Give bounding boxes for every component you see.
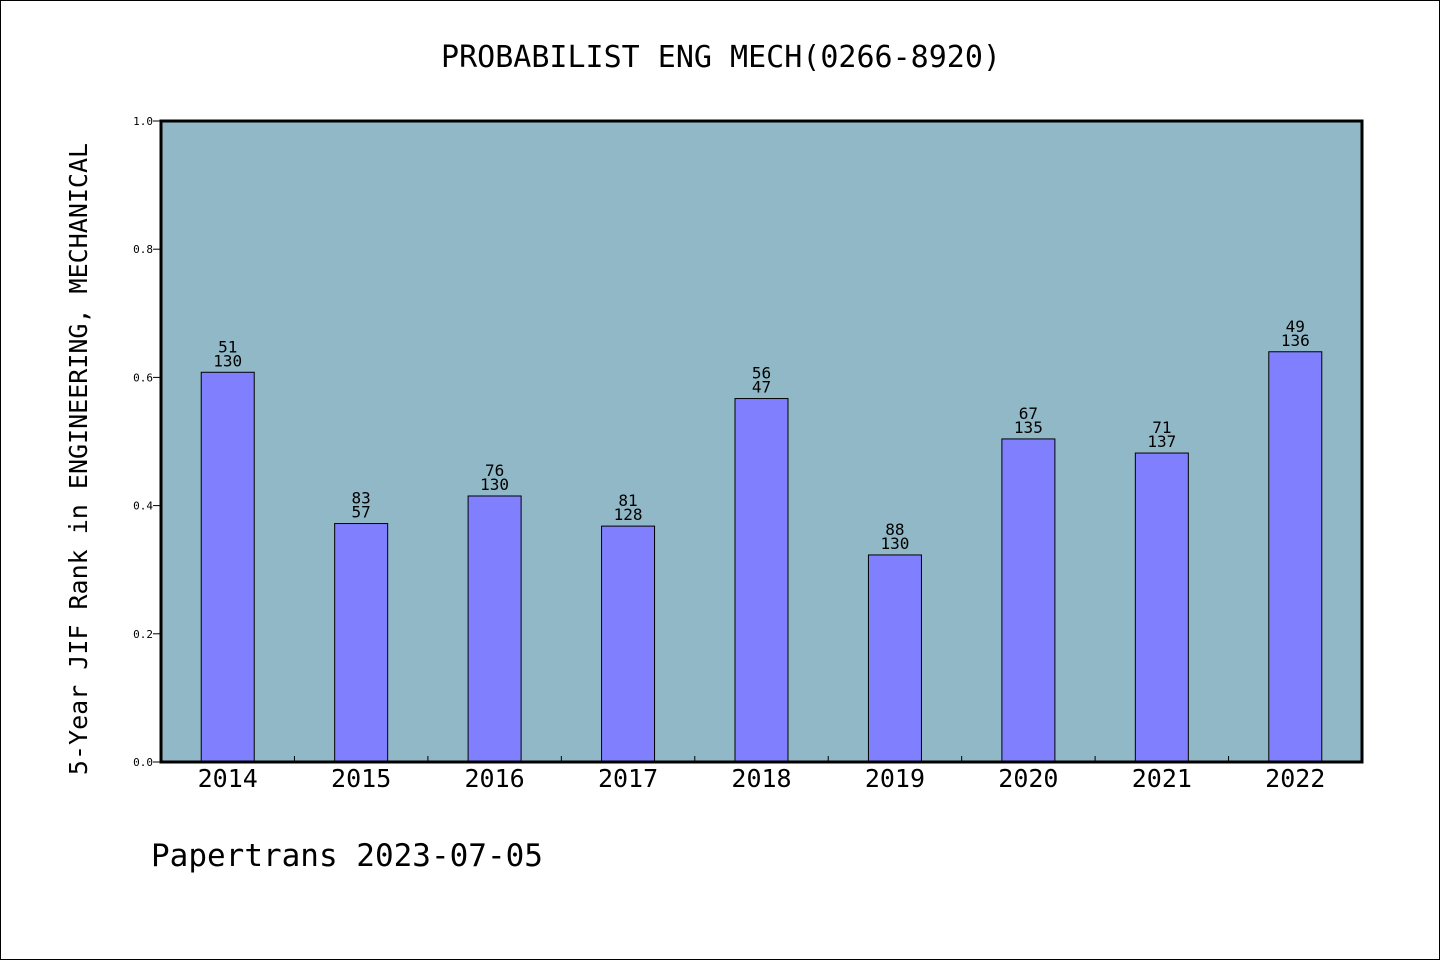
plot-frame	[159, 119, 1364, 764]
bar-total-label: 128	[614, 505, 643, 524]
bar-rank-label: 81	[618, 491, 637, 510]
bar-2014	[200, 371, 255, 763]
bar-rank-label: 88	[885, 520, 904, 539]
bar-rank-label: 51	[218, 337, 237, 356]
bar-rank-label: 56	[752, 364, 771, 383]
bar-total-label: 130	[480, 475, 509, 494]
y-tick-label: 0.6	[133, 371, 153, 384]
y-axis-ticks: 0.0 0.2 0.4 0.6 0.8 1.0	[133, 115, 161, 769]
x-tick-label: 2017	[598, 764, 658, 793]
x-tick-label: 2022	[1265, 764, 1325, 793]
bar-2018	[734, 398, 789, 763]
x-tick-label: 2020	[998, 764, 1058, 793]
bar-2015	[334, 523, 389, 763]
y-tick-label: 0.4	[133, 500, 153, 513]
x-tick-label: 2014	[198, 764, 258, 793]
bar-total-label: 135	[1014, 418, 1043, 437]
bar-rank-label: 49	[1286, 317, 1305, 336]
bar-2019	[867, 554, 922, 763]
y-tick-label: 1.0	[133, 115, 153, 128]
x-tick-label: 2019	[865, 764, 925, 793]
bar-total-label: 136	[1281, 331, 1310, 350]
y-tick-label: 0.8	[133, 243, 153, 256]
bar-2020	[1001, 438, 1056, 763]
y-axis-label: 5-Year JIF Rank in ENGINEERING, MECHANIC…	[64, 143, 93, 775]
x-tick-label: 2021	[1132, 764, 1192, 793]
chart-title: PROBABILIST ENG MECH(0266-8920)	[441, 40, 1001, 75]
bar-2022	[1268, 351, 1323, 763]
bar-total-label: 57	[352, 503, 371, 522]
bar-rank-label: 83	[352, 489, 371, 508]
y-tick-label: 0.2	[133, 628, 153, 641]
y-tick-label: 0.0	[133, 756, 153, 769]
bars-group	[200, 351, 1323, 763]
bar-total-label: 47	[752, 378, 771, 397]
bar-2016	[467, 495, 522, 763]
x-tick-label: 2015	[331, 764, 391, 793]
x-axis-ticks: 2014 2015 2016 2017 2018 2019 2020 2021 2022	[198, 756, 1325, 793]
bar-rank-label: 67	[1019, 404, 1038, 423]
x-tick-label: 2018	[731, 764, 791, 793]
bar-2017	[601, 525, 656, 763]
footer-watermark: Papertrans 2023-07-05	[151, 838, 543, 874]
bar-rank-label: 71	[1152, 418, 1171, 437]
bar-total-label: 137	[1147, 432, 1176, 451]
bar-2021	[1134, 452, 1189, 763]
x-tick-label: 2016	[465, 764, 525, 793]
bar-rank-label: 76	[485, 461, 504, 480]
bar-total-label: 130	[880, 534, 909, 553]
bar-total-label: 130	[213, 351, 242, 370]
